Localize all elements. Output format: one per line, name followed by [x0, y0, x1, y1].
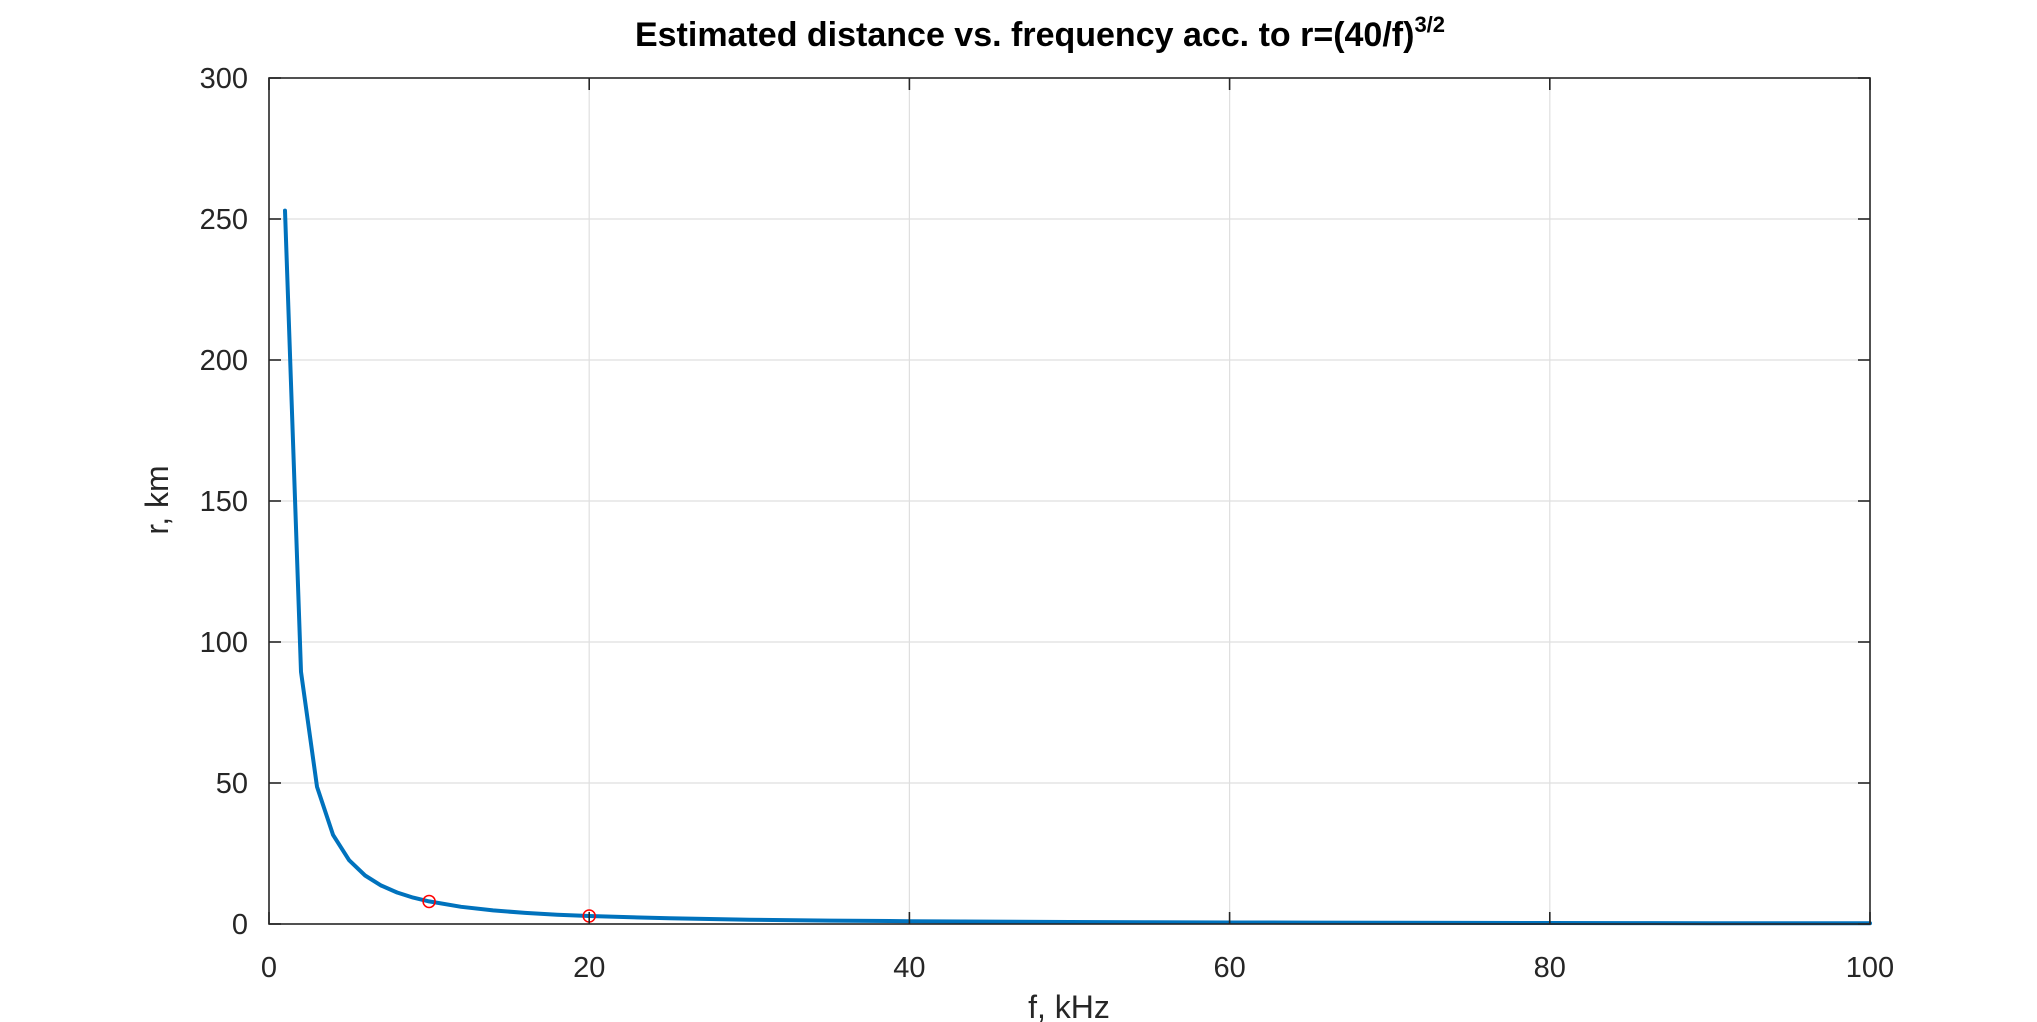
tick-labels: 0 20 40 60 80 100 0 50 100 150 200 250 300 [200, 63, 1895, 984]
axes [268, 77, 1871, 925]
x-tick-label: 0 [261, 952, 277, 984]
x-tick-label: 40 [893, 952, 925, 984]
y-tick-label: 300 [200, 63, 248, 95]
chart-title-superscript: 3/2 [1414, 12, 1445, 37]
chart-title-main: Estimated distance vs. frequency acc. to… [635, 16, 1414, 54]
x-tick-label: 100 [1846, 952, 1894, 984]
y-tick-label: 150 [200, 486, 248, 518]
y-tick-label: 250 [200, 204, 248, 236]
chart-title: Estimated distance vs. frequency acc. to… [635, 12, 1445, 54]
grid-lines [269, 78, 1870, 924]
y-tick-label: 0 [232, 909, 248, 941]
y-tick-label: 200 [200, 345, 248, 377]
y-tick-label: 50 [216, 768, 248, 800]
series-line [283, 208, 1872, 926]
x-axis-label: f, kHz [1028, 989, 1110, 1022]
y-tick-label: 100 [200, 627, 248, 659]
x-tick-label: 60 [1213, 952, 1245, 984]
x-tick-label: 20 [573, 952, 605, 984]
data-marker [422, 894, 436, 909]
x-tick-label: 80 [1534, 952, 1566, 984]
y-axis-label: r, km [139, 465, 175, 534]
